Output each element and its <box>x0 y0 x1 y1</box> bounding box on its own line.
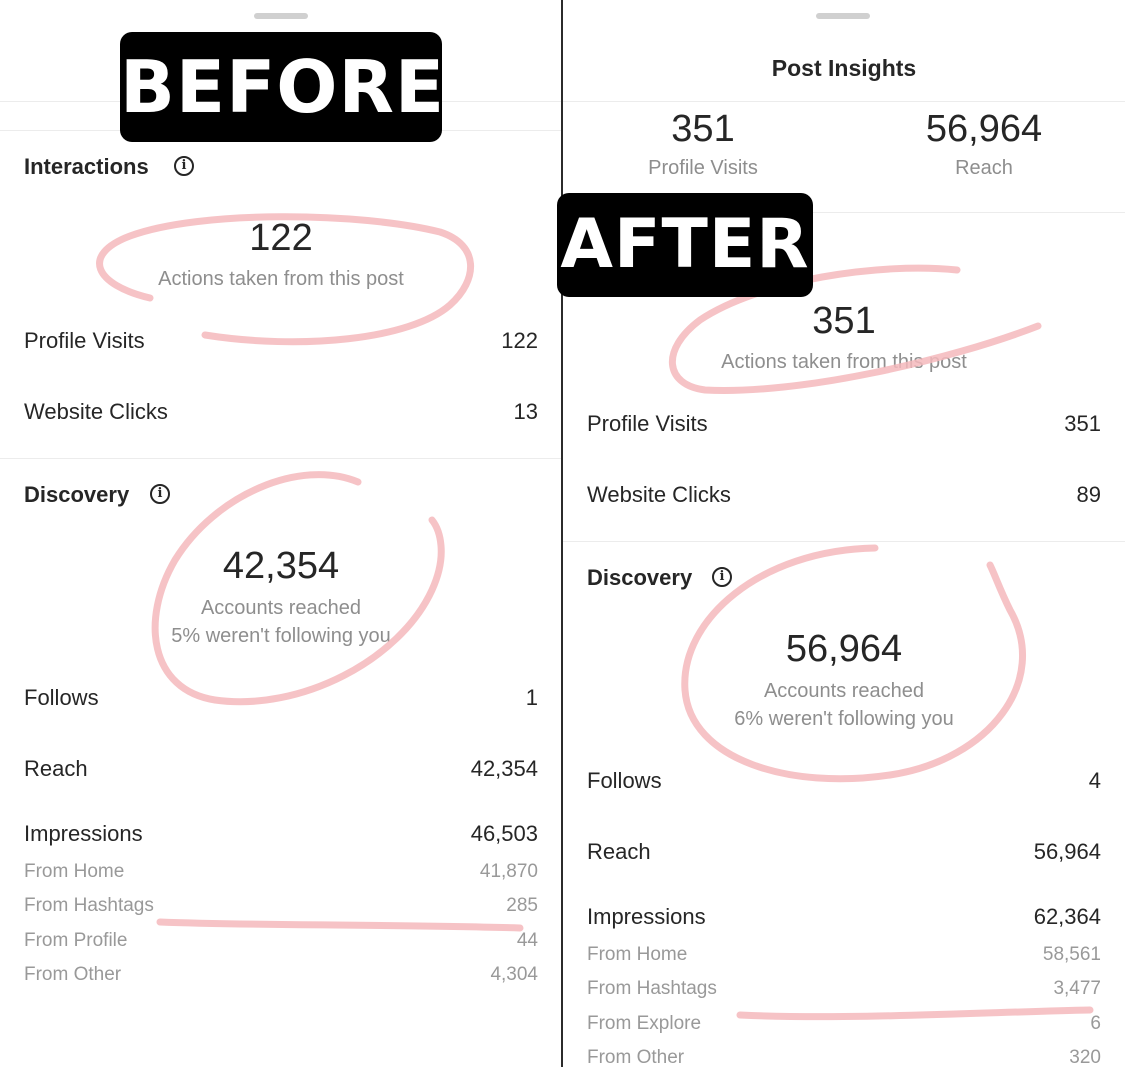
discovery-title: Discovery <box>24 482 130 507</box>
discovery-title: Discovery <box>587 565 693 590</box>
divider <box>563 541 1125 542</box>
after-panel: Post Insights 351 Profile Visits 56,964 … <box>563 0 1125 1067</box>
row-value: 42,354 <box>470 756 538 781</box>
row-label: Profile Visits <box>587 411 708 436</box>
row-label: Profile Visits <box>24 328 145 353</box>
info-icon[interactable]: i <box>174 156 194 176</box>
accounts-reached-count: 42,354 <box>222 545 340 587</box>
panel-separator <box>561 0 564 1067</box>
row-label: Reach <box>587 839 651 864</box>
row-value: 56,964 <box>1033 839 1101 864</box>
drag-handle[interactable] <box>816 13 870 19</box>
row-label: Website Clicks <box>24 399 168 424</box>
info-icon[interactable]: i <box>712 567 732 587</box>
row-value: 122 <box>501 328 538 353</box>
row-value: 89 <box>1076 482 1101 507</box>
sub-row-value: 44 <box>516 930 538 951</box>
page-title: Post Insights <box>771 55 917 81</box>
actions-count: 351 <box>812 300 876 342</box>
after-badge: AFTER <box>557 193 813 297</box>
sub-row-label: From Explore <box>587 1013 702 1034</box>
accounts-reached-label: Accounts reached <box>200 597 362 619</box>
sub-row-label: From Home <box>587 944 688 965</box>
row-value: 4 <box>1088 768 1101 793</box>
sub-row-label: From Hashtags <box>587 978 717 999</box>
sub-row-value: 58,561 <box>1042 944 1101 965</box>
stat-label: Reach <box>955 157 1013 179</box>
row-label: Follows <box>587 768 662 793</box>
sub-row-value: 4,304 <box>490 964 538 985</box>
stat-value: 351 <box>671 108 735 150</box>
divider <box>563 212 1125 213</box>
accounts-reached-count: 56,964 <box>785 628 903 670</box>
row-value: 1 <box>525 685 538 710</box>
before-panel: Interactions i 122 Actions taken from th… <box>0 0 562 1067</box>
sub-row-label: From Hashtags <box>24 895 154 916</box>
non-follower-note: 6% weren't following you <box>734 708 954 730</box>
sub-row-label: From Other <box>24 964 122 985</box>
sub-row-value: 285 <box>506 895 538 916</box>
divider <box>0 458 562 459</box>
sub-row-label: From Other <box>587 1047 685 1067</box>
row-value: 13 <box>513 399 538 424</box>
divider <box>563 101 1125 102</box>
sub-row-value: 41,870 <box>479 861 538 882</box>
interactions-title: Interactions <box>24 154 149 179</box>
actions-label: Actions taken from this post <box>158 268 404 290</box>
sub-row-label: From Home <box>24 861 125 882</box>
row-value: 351 <box>1064 411 1101 436</box>
sub-row-label: From Profile <box>24 930 128 951</box>
info-icon[interactable]: i <box>150 484 170 504</box>
actions-count: 122 <box>249 217 313 259</box>
actions-label: Actions taken from this post <box>721 351 967 373</box>
row-label: Impressions <box>24 821 143 846</box>
drag-handle[interactable] <box>254 13 308 19</box>
row-label: Follows <box>24 685 99 710</box>
before-badge: BEFORE <box>120 32 444 142</box>
row-value: 62,364 <box>1033 904 1101 929</box>
row-label: Reach <box>24 756 88 781</box>
row-label: Website Clicks <box>587 482 731 507</box>
stat-label: Profile Visits <box>648 157 758 179</box>
sub-row-value: 6 <box>1090 1013 1101 1034</box>
stat-value: 56,964 <box>925 108 1043 150</box>
sub-row-value: 320 <box>1069 1047 1101 1067</box>
row-label: Impressions <box>587 904 706 929</box>
row-value: 46,503 <box>470 821 538 846</box>
accounts-reached-label: Accounts reached <box>763 680 925 702</box>
sub-row-value: 3,477 <box>1053 978 1101 999</box>
non-follower-note: 5% weren't following you <box>171 625 391 647</box>
